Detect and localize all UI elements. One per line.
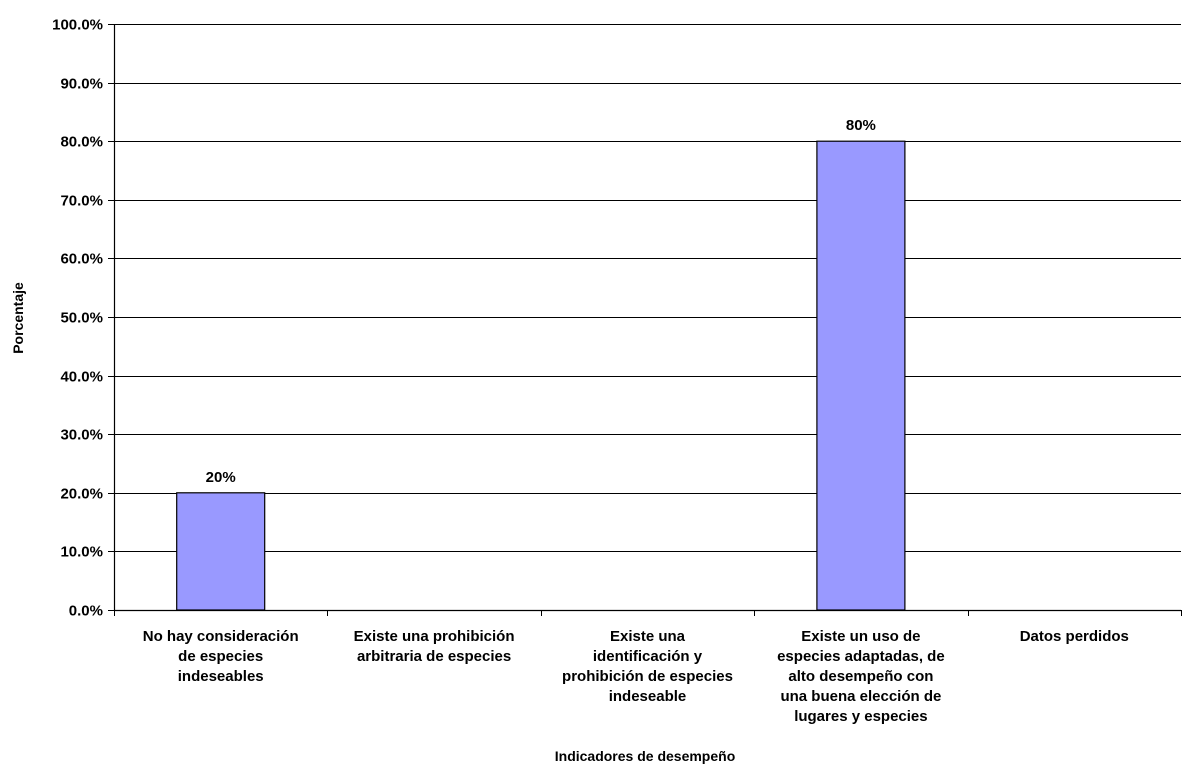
x-tick-label: Datos perdidos [1020, 628, 1129, 645]
y-tick-label: 80.0% [60, 134, 103, 151]
y-tick-label: 10.0% [60, 544, 103, 561]
axes [108, 24, 1182, 616]
y-tick-labels: 0.0% 10.0% 20.0% 30.0% 40.0% 50.0% 60.0% 70.0% 8… [52, 17, 103, 620]
y-tick-label: 30.0% [60, 427, 103, 444]
x-tick-labels: No hay consideración de especies indeseabl… [143, 628, 1129, 725]
y-tick-label: 60.0% [60, 251, 103, 268]
data-label: 80% [846, 117, 876, 134]
x-tick-label: Existe un uso de especies adaptadas, de al… [777, 628, 945, 725]
x-tick-label: No hay consideración de especies indeseabl… [143, 628, 299, 685]
y-axis-title: Porcentaje [10, 282, 26, 354]
gridlines [114, 24, 1181, 552]
y-tick-label: 20.0% [60, 486, 103, 503]
x-tick-label: Existe una identificación y prohibición de… [562, 628, 733, 705]
y-tick-label: 90.0% [60, 76, 103, 93]
bar [816, 140, 906, 611]
data-labels: 20% 80% [206, 117, 876, 486]
y-tick-label: 70.0% [60, 193, 103, 210]
data-label: 20% [206, 469, 236, 486]
bar [176, 492, 266, 611]
y-tick-label: 100.0% [52, 17, 103, 34]
x-axis-title: Indicadores de desempeño [555, 748, 736, 764]
bars [176, 140, 906, 611]
y-tick-label: 40.0% [60, 369, 103, 386]
y-tick-label: 0.0% [69, 603, 103, 620]
x-tick-label: Existe una prohibición arbitraria de espe… [354, 628, 515, 665]
y-tick-label: 50.0% [60, 310, 103, 327]
